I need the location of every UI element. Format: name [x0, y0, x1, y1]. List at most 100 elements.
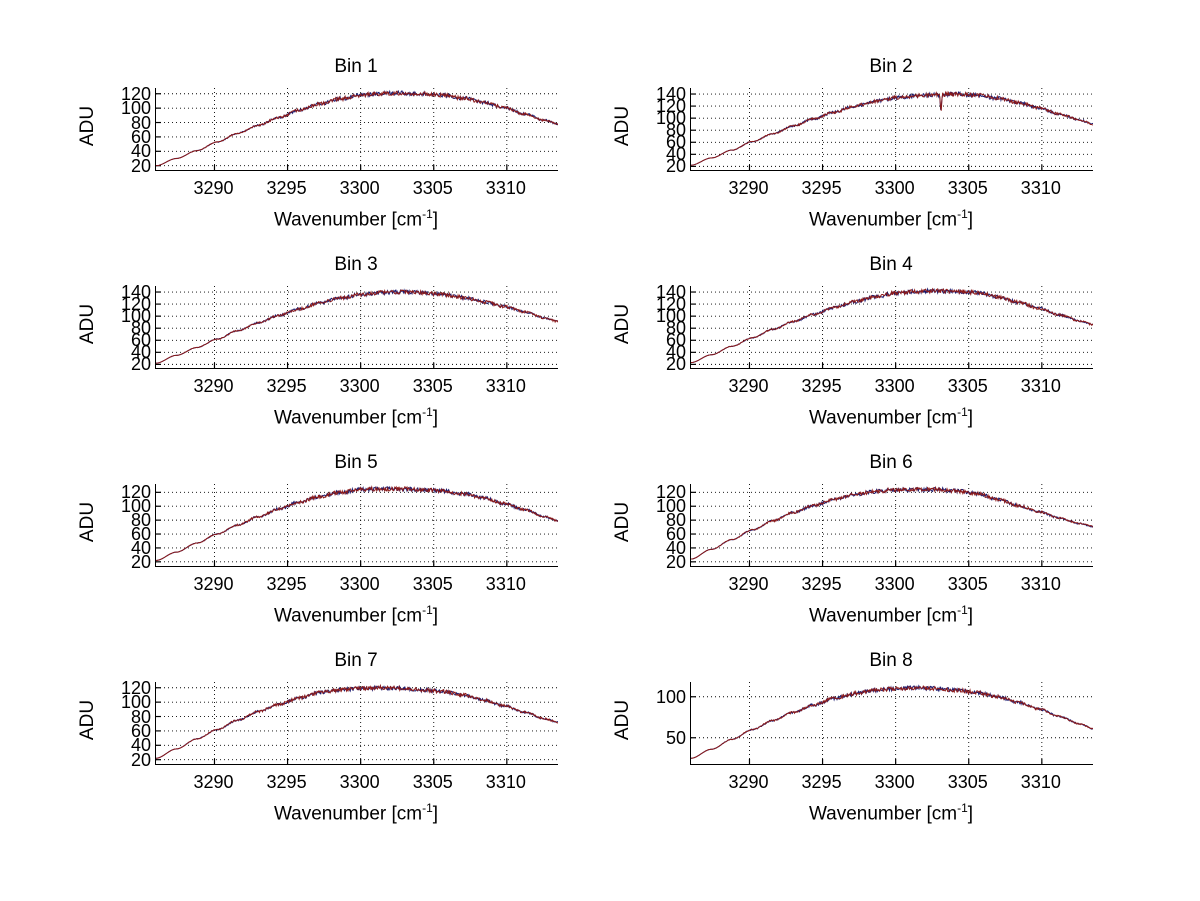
panel-title: Bin 3: [334, 254, 378, 275]
y-tick-label: 60: [130, 126, 151, 147]
y-tick-label: 80: [665, 510, 686, 531]
x-axis-label-text: Wavenumber [cm: [808, 407, 958, 429]
series-trace-red: [156, 485, 558, 561]
x-axis-label-text: Wavenumber [cm: [808, 209, 958, 231]
series-trace-red: [691, 287, 1093, 364]
x-tick-label: 3305: [947, 376, 988, 396]
y-tick-label: 40: [130, 342, 151, 363]
series-trace-red: [156, 288, 558, 364]
x-tick-label: 3295: [801, 574, 842, 594]
x-tick-label: 3310: [485, 178, 526, 198]
gridlines: [691, 88, 1093, 170]
y-tick-label: 140: [655, 84, 686, 105]
y-tick-label: 40: [130, 141, 151, 162]
y-tick-label: 80: [130, 510, 151, 531]
y-tick-label: 60: [665, 132, 686, 153]
y-tick-label: 140: [655, 282, 686, 303]
gridlines: [156, 484, 558, 566]
x-tick-label: 3290: [728, 178, 769, 198]
x-tick-label: 3305: [412, 772, 453, 792]
x-tick-label: 3310: [1020, 178, 1061, 198]
x-tick-label: 3310: [485, 574, 526, 594]
y-tick-label: 120: [655, 294, 686, 315]
x-tick-label: 3295: [266, 574, 307, 594]
plot-axes: [155, 682, 558, 765]
y-tick-label: 120: [120, 677, 151, 698]
x-axis-label-bracket: ]: [967, 605, 974, 627]
x-axis-label-bracket: ]: [967, 803, 974, 825]
x-axis-label-bracket: ]: [967, 209, 974, 231]
x-tick-label: 3290: [728, 574, 769, 594]
series-trace-red: [156, 90, 558, 167]
y-tick-label: 100: [120, 306, 151, 327]
gridlines: [156, 286, 558, 368]
x-tick-label: 3300: [874, 574, 915, 594]
x-tick-label: 3290: [193, 574, 234, 594]
y-tick-label: 40: [665, 537, 686, 558]
y-tick-label: 20: [130, 155, 151, 176]
x-axis-label: Wavenumber [cm-1]: [690, 603, 1092, 627]
y-tick-label: 120: [120, 83, 151, 104]
y-tick-label: 80: [130, 318, 151, 339]
y-tick-label: 20: [130, 749, 151, 770]
y-axis-label: ADU: [612, 699, 633, 741]
y-tick-label: 100: [655, 496, 686, 517]
series-trace-red: [156, 683, 558, 759]
y-tick-label: 120: [120, 294, 151, 315]
gridlines: [691, 484, 1093, 566]
plot-axes: [690, 484, 1093, 567]
x-tick-label: 3295: [266, 376, 307, 396]
plot-axes: [155, 88, 558, 171]
tick-marks: [691, 696, 1043, 764]
x-axis-label-text: Wavenumber [cm: [808, 605, 958, 627]
x-axis-label-exponent: -1: [422, 207, 433, 221]
y-tick-label: 100: [120, 496, 151, 517]
x-tick-label: 3300: [339, 178, 380, 198]
x-tick-label: 3300: [874, 376, 915, 396]
x-axis-label-bracket: ]: [432, 803, 439, 825]
x-tick-label: 3290: [193, 376, 234, 396]
y-tick-label: 40: [130, 537, 151, 558]
y-tick-label: 120: [655, 482, 686, 503]
x-tick-label: 3310: [1020, 574, 1061, 594]
x-axis-label: Wavenumber [cm-1]: [690, 801, 1092, 825]
y-tick-label: 80: [665, 318, 686, 339]
x-axis-label: Wavenumber [cm-1]: [155, 405, 557, 429]
x-axis-label-text: Wavenumber [cm: [273, 209, 423, 231]
panel-title: Bin 4: [869, 254, 913, 275]
panel-title: Bin 1: [334, 56, 378, 77]
x-tick-label: 3300: [874, 772, 915, 792]
x-tick-label: 3300: [874, 178, 915, 198]
y-tick-label: 120: [655, 96, 686, 117]
y-tick-label: 40: [665, 144, 686, 165]
x-tick-label: 3295: [266, 772, 307, 792]
y-tick-label: 140: [120, 282, 151, 303]
x-axis-label: Wavenumber [cm-1]: [155, 207, 557, 231]
y-tick-label: 60: [130, 330, 151, 351]
y-tick-label: 40: [130, 735, 151, 756]
x-axis-label-exponent: -1: [957, 603, 968, 617]
series-trace-red: [691, 90, 1093, 166]
y-tick-label: 60: [665, 524, 686, 545]
y-tick-label: 80: [130, 706, 151, 727]
y-tick-label: 100: [655, 108, 686, 129]
tick-marks: [156, 93, 508, 170]
x-tick-label: 3305: [412, 178, 453, 198]
tick-marks: [156, 291, 508, 368]
x-axis-label-bracket: ]: [432, 407, 439, 429]
x-tick-label: 3295: [266, 178, 307, 198]
tick-marks: [156, 491, 508, 566]
y-tick-label: 80: [665, 120, 686, 141]
x-axis-label-exponent: -1: [957, 405, 968, 419]
y-tick-label: 100: [655, 306, 686, 327]
x-axis-label-text: Wavenumber [cm: [273, 407, 423, 429]
y-tick-label: 80: [130, 112, 151, 133]
y-tick-label: 50: [665, 727, 686, 748]
